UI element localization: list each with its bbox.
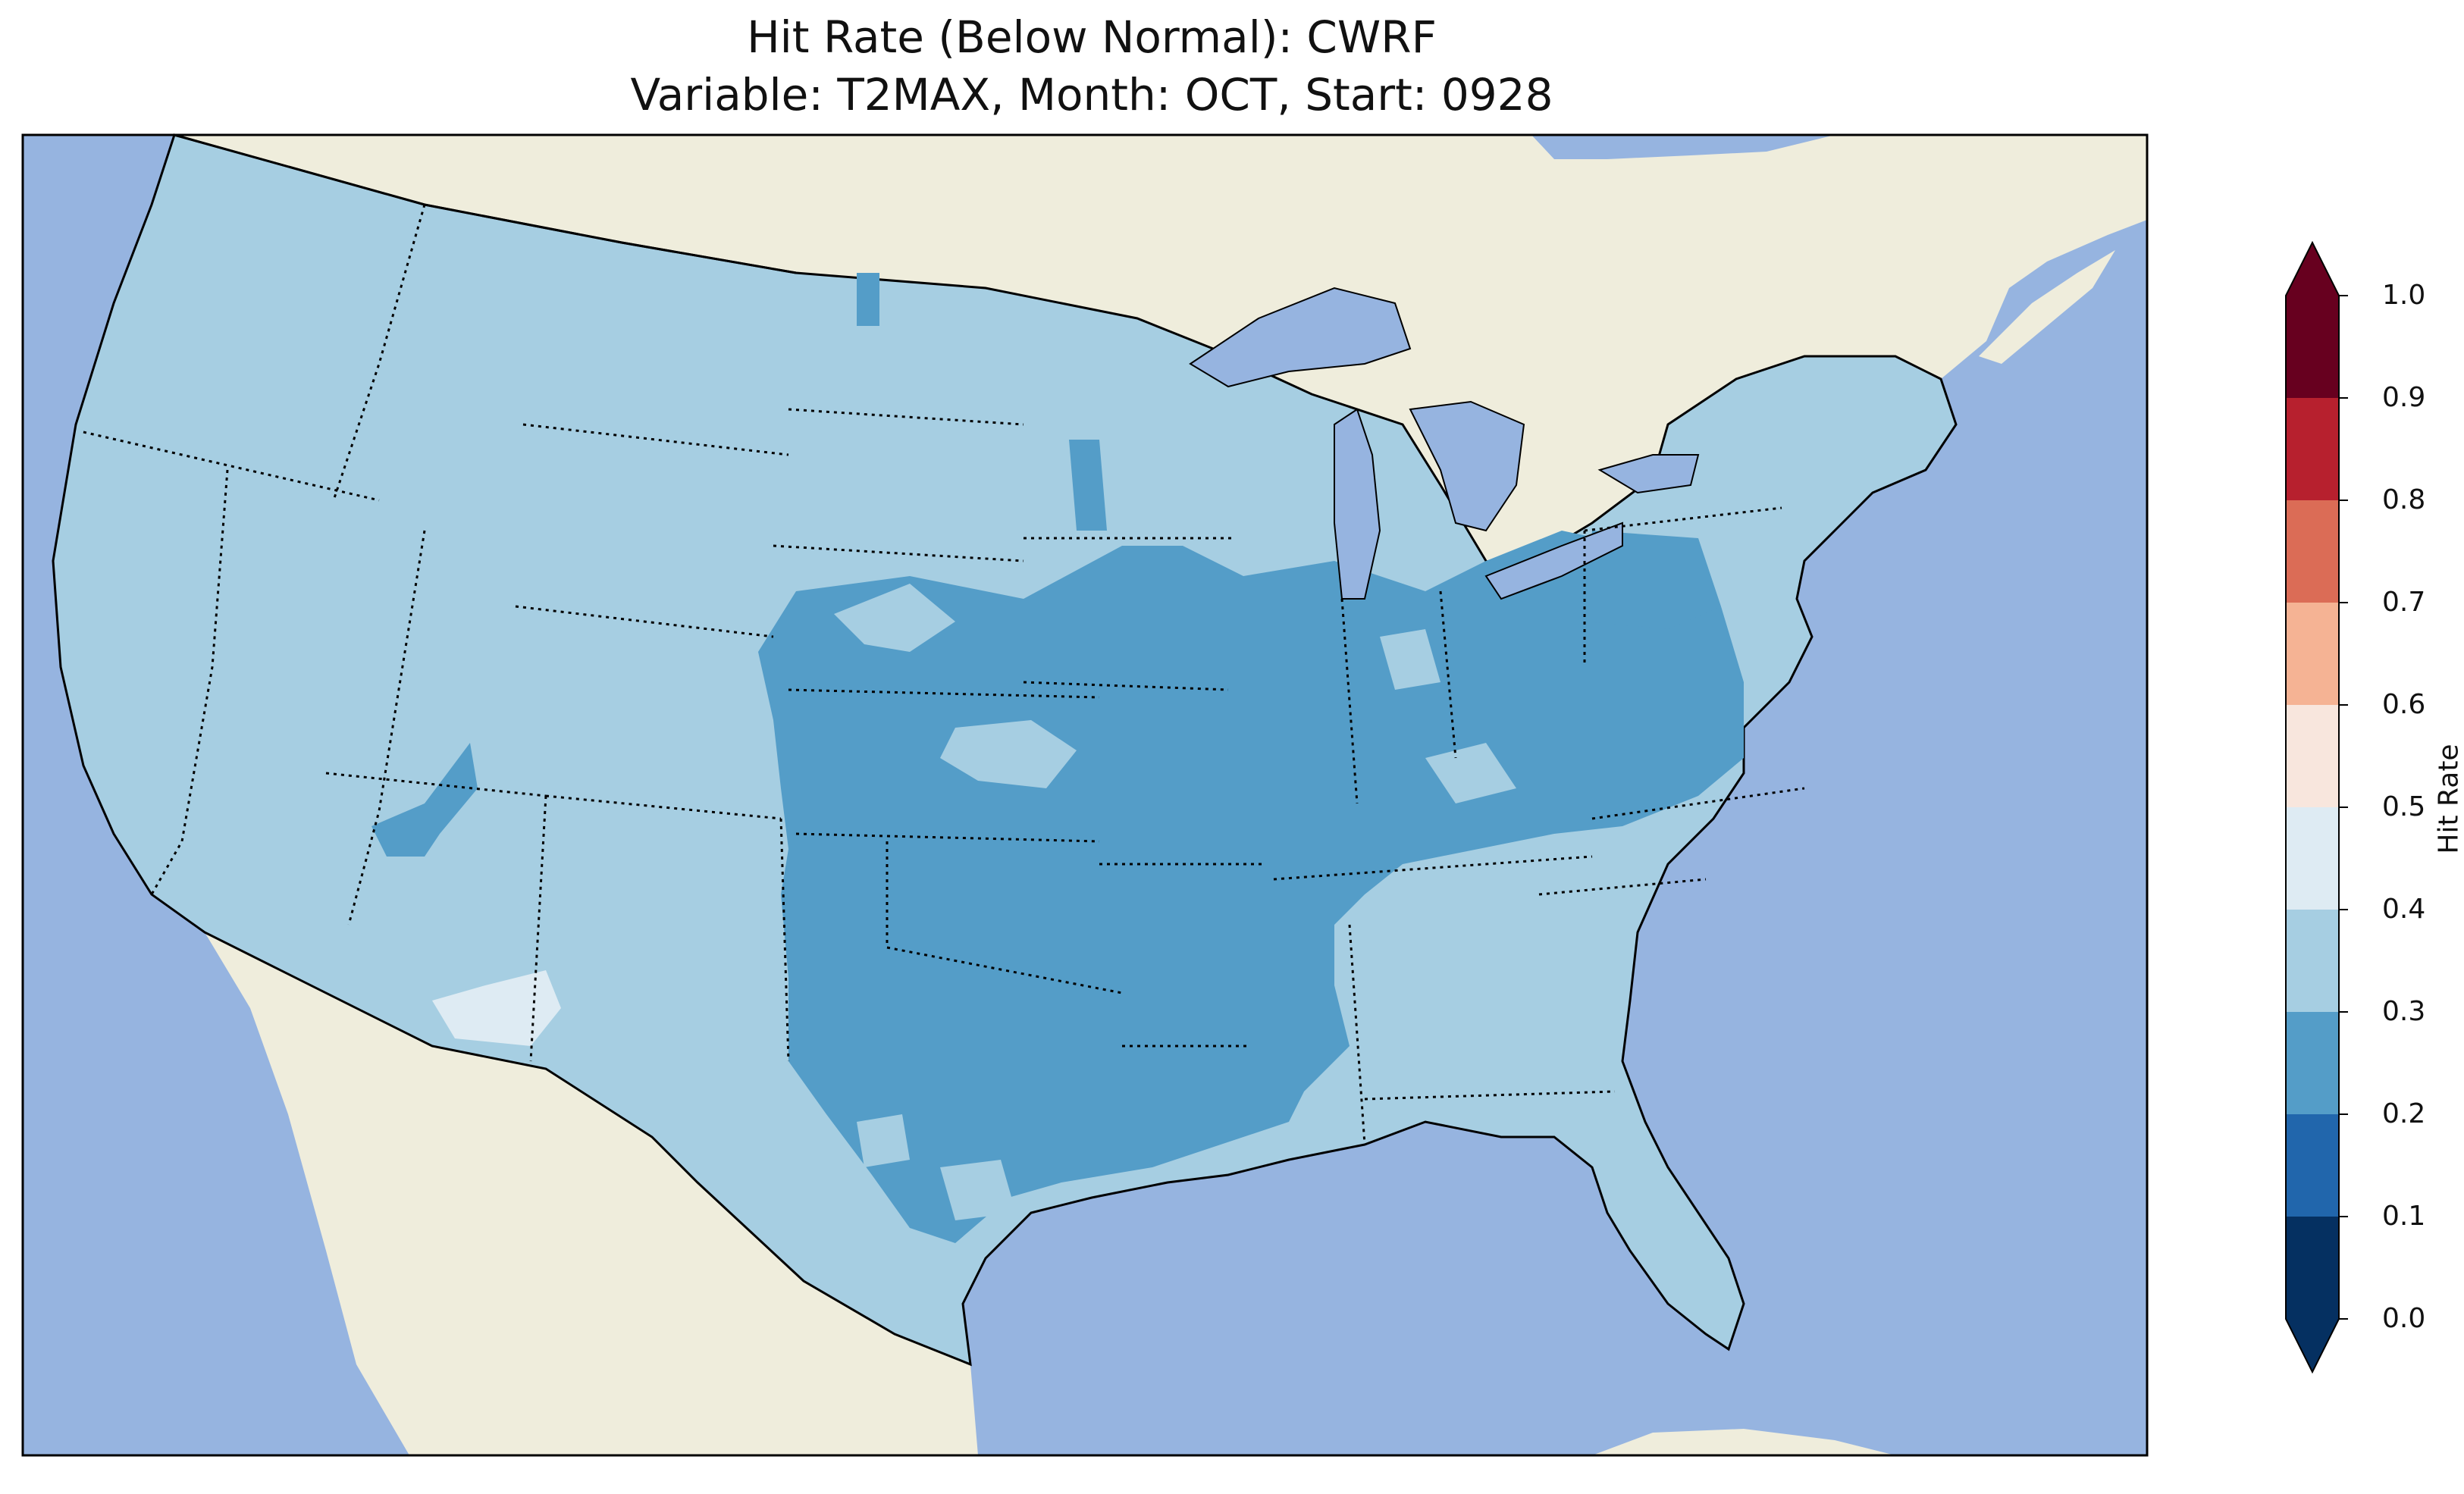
border-ne-ks <box>788 688 1100 699</box>
border-ny-pa <box>1584 506 1782 532</box>
cb-tick-label: 0.3 <box>2382 996 2426 1027</box>
hitrate-region-arizona <box>432 970 561 1046</box>
colorbar-bin <box>2286 807 2339 910</box>
hitrate-region-pennsylvania <box>1585 531 1721 629</box>
hitrate-region-montana <box>857 273 879 326</box>
border-nd-sd <box>788 408 1024 426</box>
colorbar-extend-under <box>2286 1319 2339 1372</box>
colorbar-bin <box>2286 603 2339 705</box>
map-subtitle: Variable: T2MAX, Month: OCT, Start: 0928 <box>630 69 1553 121</box>
colorbar-extend-over <box>2286 243 2339 296</box>
cb-tick-label: 0.4 <box>2382 894 2426 925</box>
border-wa-or <box>83 431 380 502</box>
cb-tick-label: 0.5 <box>2382 791 2426 822</box>
border-in-oh <box>1439 590 1457 759</box>
border-tn-ga-nc <box>1538 878 1707 896</box>
border-nm-tx <box>779 818 790 1062</box>
colorbar-bin <box>2286 705 2339 807</box>
cb-tick-label: 0.9 <box>2382 382 2426 413</box>
cb-tick-label: 1.0 <box>2382 280 2426 311</box>
hitrate-hole-kentucky <box>1425 743 1516 803</box>
colorbar-bin <box>2286 1114 2339 1217</box>
lake-ontario <box>1597 454 1700 494</box>
us-canada-border <box>174 133 797 274</box>
lake-huron <box>1409 400 1525 532</box>
border-ks-ok <box>795 832 1100 843</box>
hitrate-hole-indiana <box>1380 629 1440 690</box>
hitrate-hole-nebraska <box>834 584 955 652</box>
colorbar <box>2285 240 2348 1374</box>
colorbar-bin <box>2286 296 2339 398</box>
border-wy-co <box>515 605 774 638</box>
hitrate-region-central <box>758 531 1744 1243</box>
border-va-nc <box>1591 787 1805 820</box>
lake-superior <box>1189 287 1412 388</box>
border-mt-wy <box>522 423 789 456</box>
border-co-nm <box>545 794 782 820</box>
map-frame <box>21 133 2149 1457</box>
border-ut-az <box>325 772 547 797</box>
cb-tick-label: 0.6 <box>2382 689 2426 720</box>
border-az-nm <box>529 795 547 1062</box>
colorbar-label: Hit Rate <box>2433 744 2464 854</box>
hitrate-region-utah <box>371 743 478 857</box>
hitrate-hole-west-texas <box>857 1114 910 1167</box>
border-ky-tn <box>1273 855 1593 881</box>
cb-tick-label: 0.8 <box>2382 484 2426 515</box>
hitrate-region-north-dakota <box>1069 440 1107 531</box>
state-borders <box>83 204 1805 1145</box>
hitrate-hole-texas <box>940 1160 1016 1220</box>
colorbar-bin <box>2286 500 2339 603</box>
border-or-ca-nv <box>150 469 229 895</box>
land-cuba <box>1592 1429 1895 1455</box>
map-panel <box>21 133 2149 1457</box>
land-nova-scotia <box>1979 250 2115 364</box>
colorbar-bin <box>2286 910 2339 1012</box>
land-baja <box>205 932 440 1372</box>
map-title: Hit Rate (Below Normal): CWRF <box>747 11 1437 63</box>
colorbar-bin <box>2286 1217 2339 1319</box>
lake-erie <box>1484 521 1623 600</box>
colorbar-bin <box>2286 1012 2339 1114</box>
cb-tick-label: 0.2 <box>2382 1098 2426 1129</box>
border-id-mt <box>332 204 426 501</box>
border-ok-tx <box>886 841 1123 994</box>
colorbar-bin <box>2286 398 2339 500</box>
cb-tick-label: 0.0 <box>2382 1303 2426 1334</box>
lake-michigan <box>1334 408 1381 600</box>
border-ms-al <box>1348 924 1366 1145</box>
cb-tick-label: 0.7 <box>2382 587 2426 618</box>
hitrate-hole-kansas <box>940 720 1077 788</box>
cb-tick-label: 0.1 <box>2382 1201 2426 1232</box>
